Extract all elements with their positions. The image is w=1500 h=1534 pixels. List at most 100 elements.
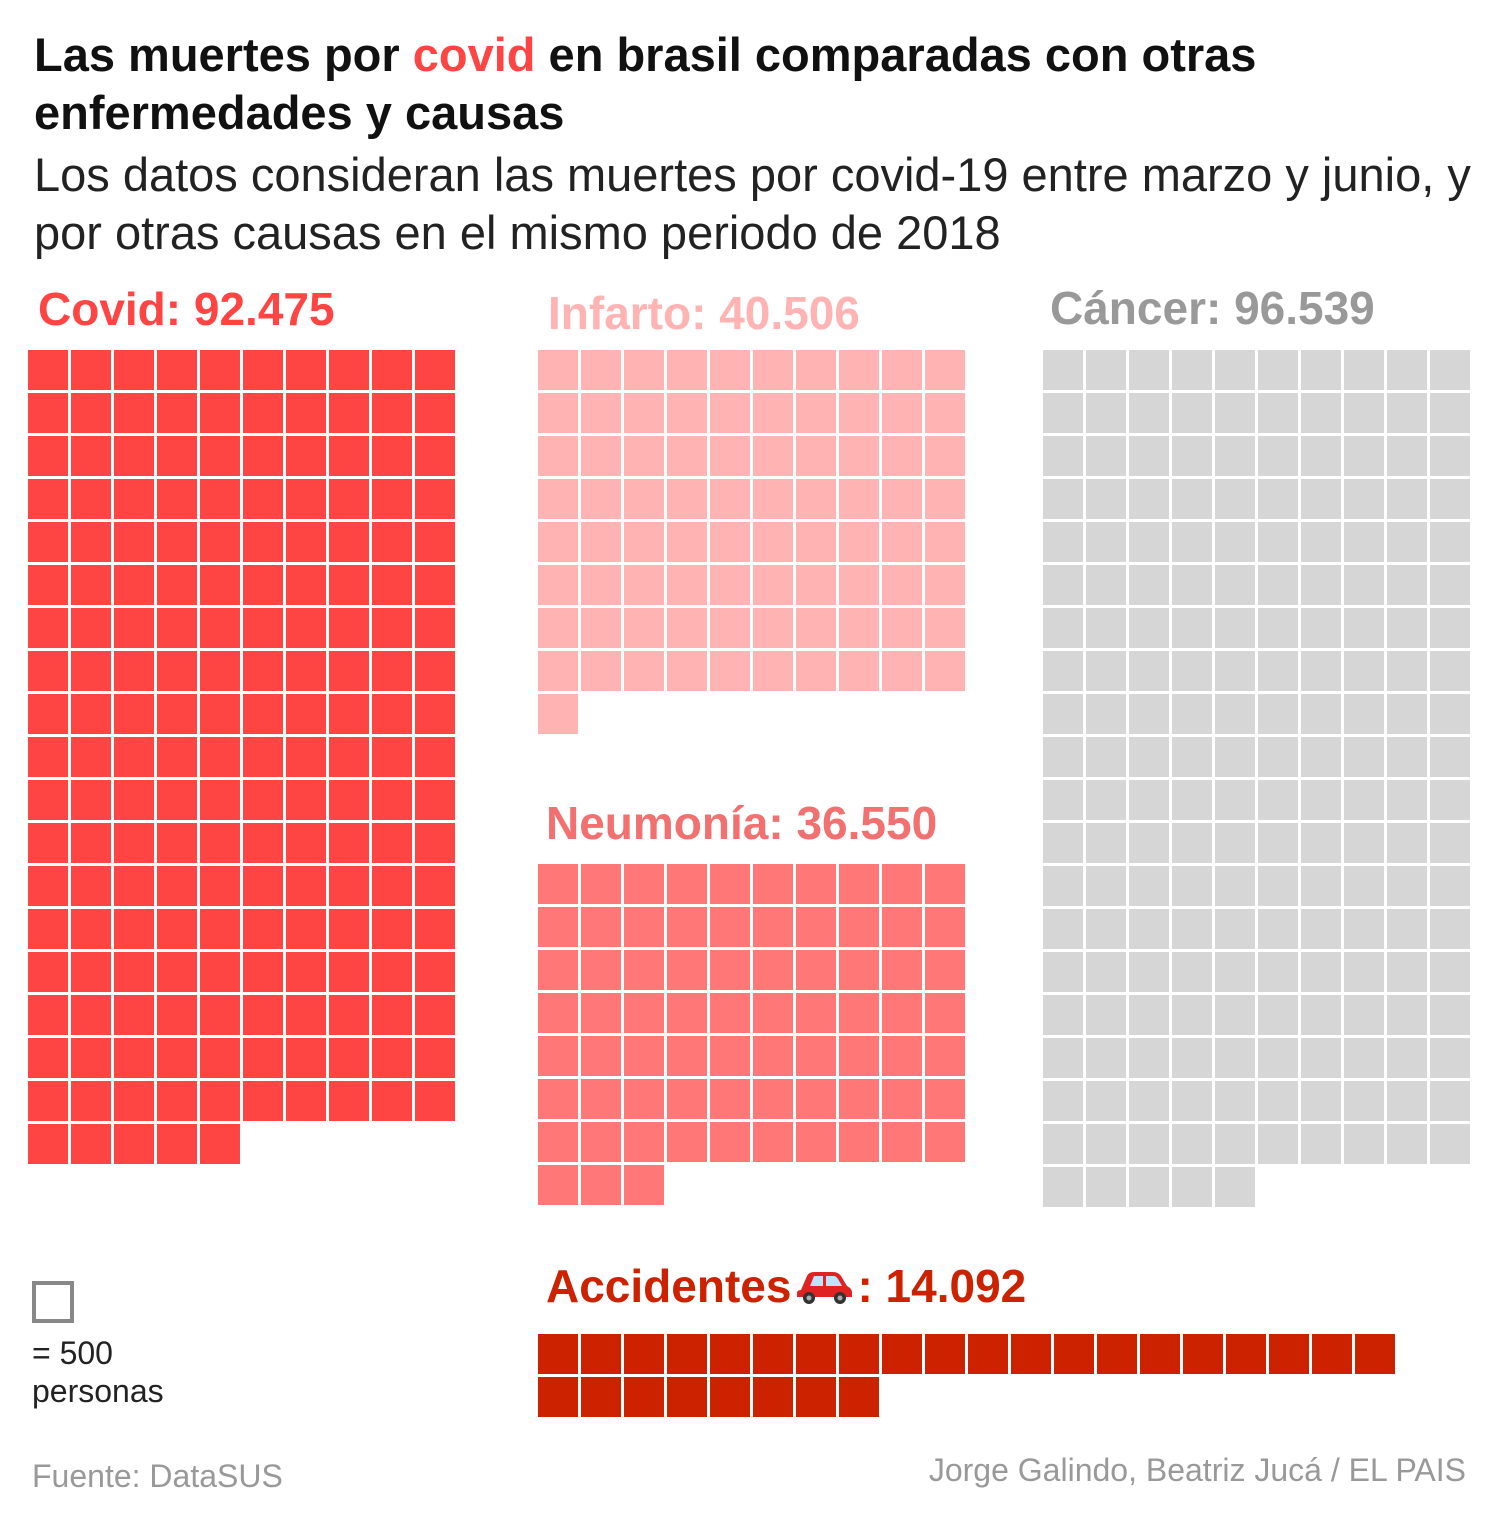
waffle-square-cancer: [1215, 608, 1255, 648]
waffle-square-cancer: [1258, 522, 1298, 562]
waffle-square-covid: [243, 479, 283, 519]
waffle-square-accidentes: [1140, 1334, 1180, 1374]
waffle-square-infarto: [667, 565, 707, 605]
waffle-square-cancer: [1344, 350, 1384, 390]
source-note: Fuente: DataSUS: [32, 1458, 283, 1494]
waffle-square-cancer: [1258, 436, 1298, 476]
waffle-square-accidentes: [624, 1334, 664, 1374]
waffle-square-neumonia: [753, 950, 793, 990]
waffle-square-neumonia: [753, 1122, 793, 1162]
waffle-square-covid: [200, 823, 240, 863]
waffle-square-infarto: [925, 651, 965, 691]
waffle-square-infarto: [710, 393, 750, 433]
waffle-square-infarto: [925, 522, 965, 562]
waffle-square-cancer: [1258, 909, 1298, 949]
waffle-square-cancer: [1086, 1081, 1126, 1121]
waffle-square-covid: [71, 522, 111, 562]
waffle-square-infarto: [796, 651, 836, 691]
waffle-square-neumonia: [925, 864, 965, 904]
waffle-square-infarto: [839, 436, 879, 476]
waffle-square-cancer: [1043, 350, 1083, 390]
waffle-square-neumonia: [538, 1079, 578, 1119]
waffle-square-cancer: [1172, 479, 1212, 519]
waffle-square-cancer: [1086, 694, 1126, 734]
waffle-square-cancer: [1086, 608, 1126, 648]
waffle-square-covid: [71, 952, 111, 992]
waffle-square-accidentes: [839, 1334, 879, 1374]
waffle-square-covid: [286, 1038, 326, 1078]
waffle-square-covid: [200, 651, 240, 691]
waffle-square-neumonia: [839, 993, 879, 1033]
waffle-square-covid: [372, 995, 412, 1035]
waffle-square-infarto: [753, 522, 793, 562]
waffle-square-covid: [157, 565, 197, 605]
waffle-square-infarto: [710, 350, 750, 390]
waffle-square-covid: [114, 393, 154, 433]
waffle-square-covid: [329, 393, 369, 433]
waffle-square-covid: [286, 436, 326, 476]
waffle-square-covid: [200, 1124, 240, 1164]
waffle-square-covid: [200, 436, 240, 476]
label-infarto: Infarto: 40.506: [548, 287, 860, 339]
waffle-square-infarto: [581, 565, 621, 605]
waffle-square-infarto: [624, 479, 664, 519]
waffle-square-covid: [157, 952, 197, 992]
waffle-square-covid: [114, 608, 154, 648]
credit-note: Jorge Galindo, Beatriz Jucá / EL PAIS: [928, 1452, 1466, 1488]
waffle-square-infarto: [581, 651, 621, 691]
waffle-square-covid: [329, 522, 369, 562]
waffle-square-cancer: [1172, 866, 1212, 906]
waffle-square-neumonia: [581, 1079, 621, 1119]
waffle-square-covid: [415, 1038, 455, 1078]
waffle-square-covid: [200, 737, 240, 777]
waffle-square-cancer: [1129, 1081, 1169, 1121]
waffle-square-covid: [71, 608, 111, 648]
waffle-square-covid: [28, 866, 68, 906]
waffle-square-infarto: [581, 350, 621, 390]
waffle-square-covid: [71, 823, 111, 863]
waffle-square-cancer: [1172, 909, 1212, 949]
waffle-square-neumonia: [667, 864, 707, 904]
waffle-square-covid: [286, 737, 326, 777]
waffle-square-covid: [157, 522, 197, 562]
waffle-square-cancer: [1387, 952, 1427, 992]
waffle-square-cancer: [1043, 436, 1083, 476]
waffle-square-accidentes: [753, 1377, 793, 1417]
label-accidentes-value: : 14.092: [857, 1260, 1027, 1312]
waffle-square-cancer: [1387, 608, 1427, 648]
waffle-square-infarto: [581, 608, 621, 648]
waffle-square-cancer: [1258, 823, 1298, 863]
waffle-square-cancer: [1258, 479, 1298, 519]
waffle-square-neumonia: [710, 993, 750, 1033]
waffle-square-neumonia: [667, 1036, 707, 1076]
waffle-square-cancer: [1344, 393, 1384, 433]
waffle-square-covid: [415, 866, 455, 906]
waffle-square-cancer: [1043, 1038, 1083, 1078]
waffle-square-cancer: [1301, 522, 1341, 562]
waffle-square-covid: [243, 995, 283, 1035]
waffle-square-neumonia: [925, 993, 965, 1033]
waffle-square-covid: [114, 952, 154, 992]
waffle-square-cancer: [1258, 995, 1298, 1035]
waffle-square-cancer: [1258, 651, 1298, 691]
waffle-square-cancer: [1043, 1081, 1083, 1121]
waffle-square-infarto: [796, 608, 836, 648]
waffle-square-cancer: [1301, 651, 1341, 691]
waffle-square-cancer: [1344, 522, 1384, 562]
waffle-square-covid: [114, 737, 154, 777]
waffle-square-cancer: [1172, 694, 1212, 734]
waffle-square-covid: [71, 780, 111, 820]
waffle-square-cancer: [1086, 436, 1126, 476]
waffle-square-cancer: [1430, 909, 1470, 949]
waffle-square-infarto: [624, 608, 664, 648]
waffle-square-neumonia: [796, 993, 836, 1033]
waffle-square-cancer: [1215, 737, 1255, 777]
waffle-square-covid: [329, 823, 369, 863]
waffle-square-covid: [157, 1124, 197, 1164]
waffle-square-infarto: [538, 350, 578, 390]
waffle-square-covid: [372, 393, 412, 433]
waffle-square-cancer: [1129, 393, 1169, 433]
waffle-square-neumonia: [839, 1079, 879, 1119]
waffle-square-cancer: [1172, 651, 1212, 691]
waffle-square-infarto: [624, 651, 664, 691]
